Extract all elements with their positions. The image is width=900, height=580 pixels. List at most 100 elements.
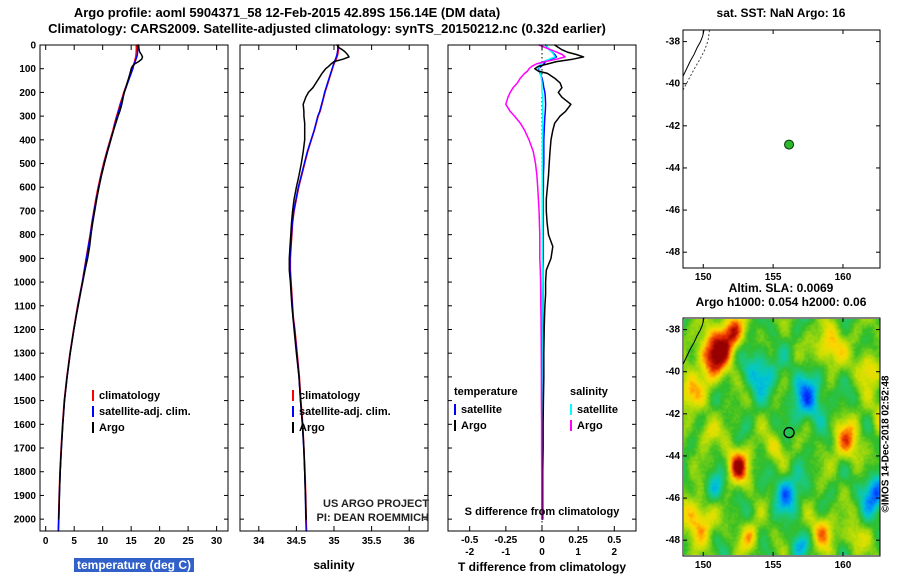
series-satellite-adj--clim- <box>57 44 139 532</box>
tick-label: 1300 <box>14 349 37 360</box>
legend-header-salinity: salinity <box>570 386 608 398</box>
salinity-axis-label: salinity <box>313 558 355 572</box>
tick-label: -42 <box>666 121 681 132</box>
tick-label: 400 <box>19 135 36 146</box>
imos-watermark: ©IMOS 14-Dec-2018 02:52:48 <box>880 375 892 513</box>
legend-item-climatology: climatology <box>292 388 391 404</box>
pi-name-text: PI: DEAN ROEMMICH <box>316 512 429 524</box>
tick-label: 160 <box>835 560 852 571</box>
legend-label-satellite: satellite <box>461 404 502 416</box>
tick-label: -0.5 <box>461 535 479 546</box>
argo-t-line-swatch <box>454 420 456 431</box>
tick-label: -44 <box>666 163 681 174</box>
series-argo <box>58 44 144 520</box>
tick-label: 0.5 <box>607 535 621 546</box>
tick-label: 100 <box>19 64 36 75</box>
salinity-legend: climatology satellite-adj. clim. Argo <box>292 388 391 436</box>
tick-label: 0 <box>539 535 545 546</box>
tick-label: 900 <box>19 254 36 265</box>
legend-label-argo: Argo <box>577 420 603 432</box>
altimetry-sla-text: Altim. SLA: 0.0069 <box>728 281 834 295</box>
tick-label: -40 <box>666 367 681 378</box>
legend-item-satellite-adj: satellite-adj. clim. <box>292 404 391 420</box>
tick-label: -44 <box>666 451 681 462</box>
tick-label: -40 <box>666 79 681 90</box>
tick-label: -48 <box>666 247 681 258</box>
satellite-line-swatch <box>92 406 94 417</box>
legend-item-argo: Argo <box>292 420 391 436</box>
satellite-s-line-swatch <box>570 404 572 415</box>
tick-label: 25 <box>183 536 195 547</box>
tick-label: 1900 <box>14 491 37 502</box>
tick-label: 155 <box>765 560 782 571</box>
coastline <box>682 29 705 77</box>
map-frame <box>682 29 881 269</box>
legend-item-argo-t: Argo <box>454 418 487 432</box>
axes-frame <box>39 44 229 532</box>
tick-label: 2 <box>612 547 618 558</box>
legend-label-argo: Argo <box>461 420 487 432</box>
tick-label: 5 <box>71 536 77 547</box>
series-satellite-adj--clim- <box>289 44 339 532</box>
legend-item-argo-s: Argo <box>570 418 603 432</box>
legend-header-temperature: temperature <box>454 386 518 398</box>
legend-label-argo: Argo <box>99 422 125 434</box>
legend-item-satellite-adj: satellite-adj. clim. <box>92 404 191 420</box>
tick-label: 150 <box>695 272 712 283</box>
legend-label-satellite-adj: satellite-adj. clim. <box>299 406 391 418</box>
tick-label: 0 <box>539 547 545 558</box>
float-location-marker <box>783 426 795 439</box>
series-climatology <box>289 44 340 532</box>
legend-item-argo: Argo <box>92 420 191 436</box>
series-argo-t <box>534 44 585 520</box>
legend-label-satellite-adj: satellite-adj. clim. <box>99 406 191 418</box>
series-climatology <box>57 44 138 532</box>
climatology-line-swatch <box>92 390 94 401</box>
salinity-profile-panel: 34 34.5 35 35.5 36 <box>239 44 429 547</box>
tick-label: -38 <box>666 37 681 48</box>
tick-label: 1400 <box>14 372 37 383</box>
satellite-t-line-swatch <box>454 404 456 415</box>
sla-map-overlay: 150 155 160 -38 -40 -42 -44 -46 -48 <box>666 317 881 571</box>
legend-label-climatology: climatology <box>99 390 161 402</box>
satellite-line-swatch <box>292 406 294 417</box>
coastline <box>682 29 710 91</box>
tick-label: 20 <box>154 536 166 547</box>
legend-item-satellite-t: satellite <box>454 402 502 416</box>
argo-line-swatch <box>292 422 294 433</box>
tick-label: 0.25 <box>568 535 588 546</box>
tick-label: 300 <box>19 112 36 123</box>
argo-line-swatch <box>92 422 94 433</box>
tick-label: -46 <box>666 205 681 216</box>
tick-label: -2 <box>465 547 474 558</box>
tick-label: 1800 <box>14 467 37 478</box>
tick-label: -48 <box>666 535 681 546</box>
tick-label: 150 <box>695 560 712 571</box>
tick-label: 30 <box>211 536 223 547</box>
tick-label: 1500 <box>14 396 37 407</box>
tick-label: 1600 <box>14 420 37 431</box>
t-difference-axis-label: T difference from climatology <box>457 560 627 574</box>
tick-label: 700 <box>19 206 36 217</box>
difference-profile-panel: -0.5-2 -0.25-1 00 0.251 0.52 <box>447 44 637 558</box>
us-argo-project-text: US ARGO PROJECT <box>323 498 429 510</box>
legend-label-satellite: satellite <box>577 404 618 416</box>
tick-label: -42 <box>666 409 681 420</box>
difference-legend: temperature salinity satellite satellite… <box>452 386 652 436</box>
tick-label: 1000 <box>14 278 37 289</box>
legend-label-argo: Argo <box>299 422 325 434</box>
tick-label: 34.5 <box>287 536 307 547</box>
figure-title: Argo profile: aoml 5904371_58 12-Feb-201… <box>73 5 501 20</box>
tick-label: 0 <box>30 41 36 52</box>
sla-heatmap <box>684 319 880 555</box>
map-frame <box>682 317 881 557</box>
series-argo <box>288 44 350 520</box>
series-satellite-s <box>538 44 556 520</box>
tick-label: 35 <box>328 536 340 547</box>
tick-label: 500 <box>19 159 36 170</box>
tick-label: -38 <box>666 325 681 336</box>
tick-label: 2000 <box>14 515 37 526</box>
series-argo-s <box>505 44 566 520</box>
axes-frame <box>239 44 429 532</box>
float-location-marker <box>784 139 795 150</box>
